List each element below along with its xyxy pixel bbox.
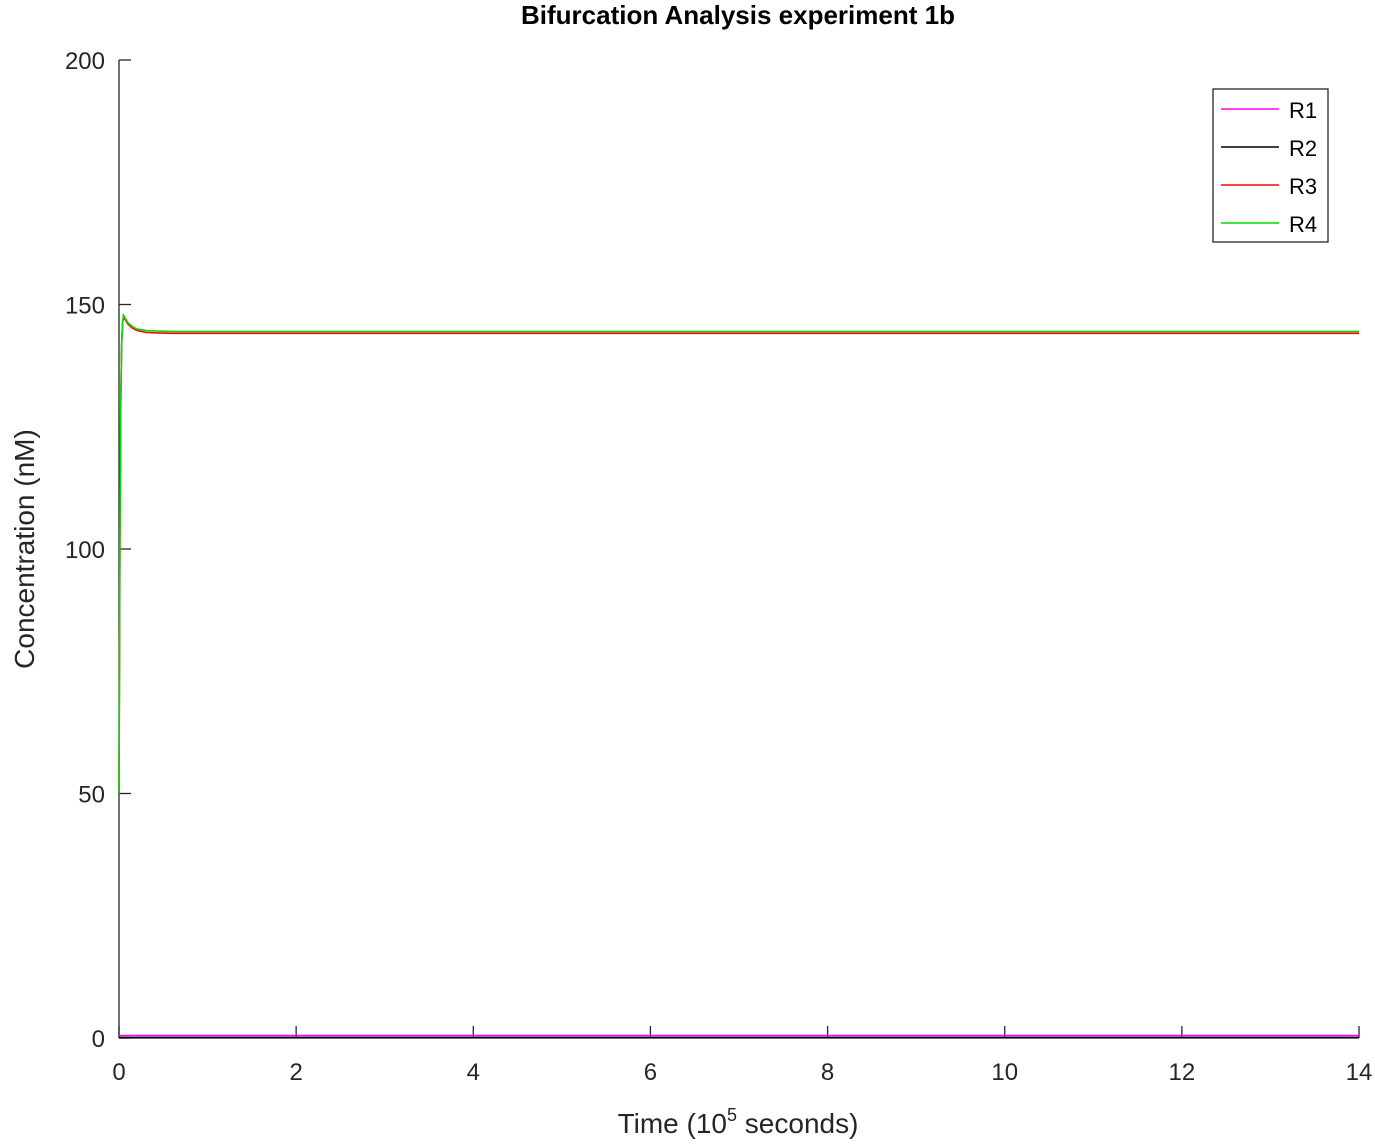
x-tick-label: 6 <box>644 1059 657 1086</box>
legend-label-r1: R1 <box>1289 98 1317 123</box>
plot-lines <box>118 312 1359 1039</box>
y-tick-label: 200 <box>65 48 105 75</box>
legend-label-r4: R4 <box>1289 212 1317 237</box>
y-tick-label: 50 <box>78 782 105 809</box>
legend: R1 R2 R3 R4 <box>1212 88 1329 243</box>
legend-label-r3: R3 <box>1289 174 1317 199</box>
series-line-r4 <box>118 312 1359 794</box>
x-tick-label: 4 <box>467 1059 480 1086</box>
legend-box <box>1212 88 1329 243</box>
x-axis-label-exponent: 5 <box>727 1105 737 1125</box>
x-tick-label: 2 <box>289 1059 302 1086</box>
series-line-r3 <box>118 314 1359 794</box>
x-tick-label: 10 <box>991 1059 1018 1086</box>
x-axis-label-prefix: Time (10 <box>618 1108 727 1139</box>
y-axis-label: Concentration (nM) <box>9 429 40 669</box>
chart-title: Bifurcation Analysis experiment 1b <box>521 0 955 30</box>
x-tick-label: 8 <box>821 1059 834 1086</box>
y-tick-label: 100 <box>65 537 105 564</box>
x-tick-label: 14 <box>1346 1059 1373 1086</box>
legend-label-r2: R2 <box>1289 136 1317 161</box>
x-tick-label: 12 <box>1169 1059 1196 1086</box>
x-tick-label: 0 <box>112 1059 125 1086</box>
x-axis-label: Time (105 seconds) <box>618 1105 859 1139</box>
y-tick-label: 0 <box>92 1026 105 1053</box>
axes: 0 2 4 6 8 10 12 14 0 50 100 150 200 <box>65 48 1372 1086</box>
y-tick-label: 150 <box>65 293 105 320</box>
x-axis-label-suffix: seconds) <box>737 1108 858 1139</box>
